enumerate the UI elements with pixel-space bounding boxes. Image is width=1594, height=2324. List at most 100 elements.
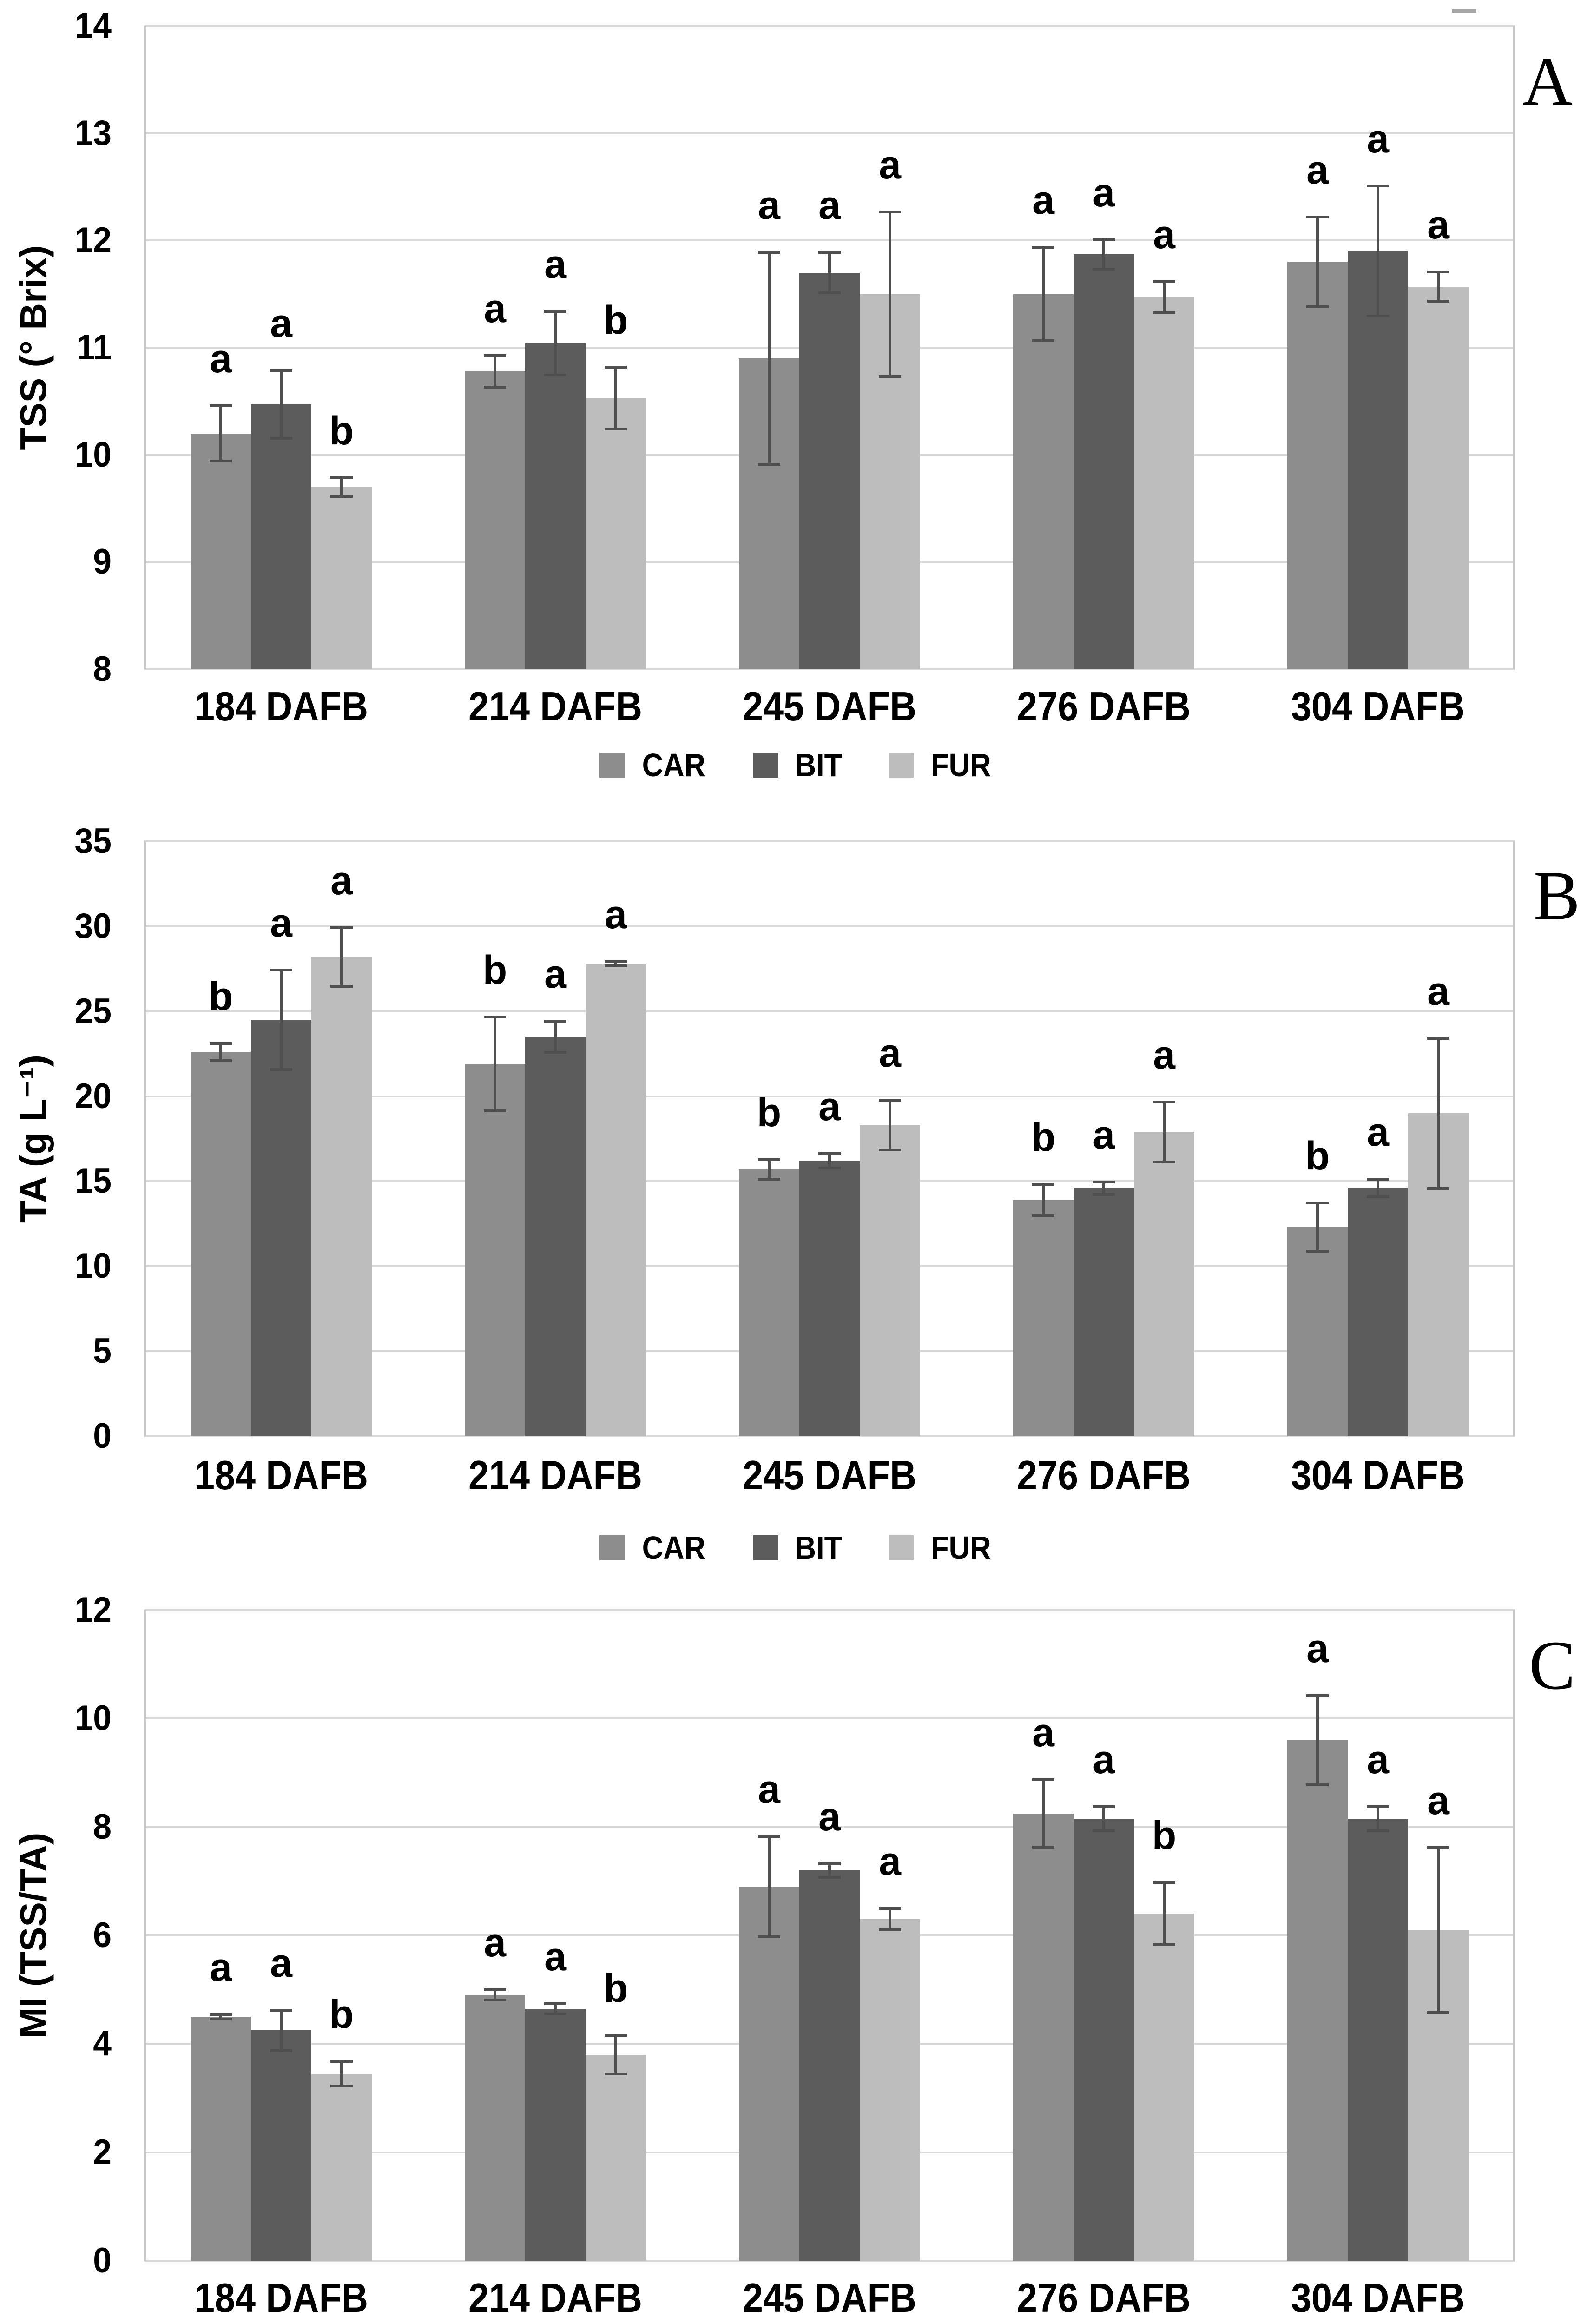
legend-label: CAR xyxy=(642,1529,705,1566)
error-bar-cap xyxy=(818,291,841,294)
legend-entry-fur: FUR xyxy=(889,746,995,784)
error-bar-cap xyxy=(330,926,353,929)
error-bar-cap xyxy=(330,495,353,498)
significance-letter: a xyxy=(544,242,566,287)
error-bar-cap xyxy=(484,1015,506,1018)
significance-letter: a xyxy=(1427,202,1449,247)
significance-letter: a xyxy=(1306,148,1329,193)
bar-car xyxy=(465,1064,525,1436)
error-bar-cap xyxy=(1367,1178,1389,1181)
plot-border-right xyxy=(1513,841,1515,1436)
error-bar-cap xyxy=(270,1068,292,1071)
error-bar-cap xyxy=(818,251,841,254)
plot-border-left xyxy=(144,841,146,1436)
y-axis-tick-label: 9 xyxy=(93,542,112,582)
significance-letter: a xyxy=(818,183,841,228)
error-bar-line xyxy=(1042,245,1045,343)
x-axis-category-label: 304 DAFB xyxy=(1291,2275,1465,2321)
bar-bit xyxy=(525,2008,586,2261)
gridline xyxy=(144,1717,1515,1720)
bar-car xyxy=(1287,262,1348,669)
bar-car xyxy=(191,1052,251,1436)
error-bar-cap xyxy=(1032,245,1054,249)
y-axis-tick-label: 0 xyxy=(93,2241,112,2280)
y-axis-tick-label: 10 xyxy=(74,1698,112,1738)
bar-bit xyxy=(251,404,311,669)
error-bar-cap xyxy=(1093,267,1115,271)
bar-car xyxy=(739,1169,799,1436)
error-bar-cap xyxy=(1367,1805,1389,1808)
error-bar-cap xyxy=(879,1928,901,1931)
error-bar xyxy=(1367,185,1389,318)
error-bar xyxy=(330,476,353,498)
error-bar xyxy=(1153,1100,1175,1164)
x-axis-category-label: 214 DAFB xyxy=(468,683,643,729)
legend-swatch-icon xyxy=(599,752,625,778)
error-bar-cap xyxy=(1153,1943,1175,1947)
error-bar xyxy=(1093,1805,1115,1833)
y-axis-tick-label: 12 xyxy=(74,220,112,260)
error-bar-cap xyxy=(818,1862,841,1865)
error-bar-cap xyxy=(1153,311,1175,315)
error-bar-line xyxy=(1163,1881,1166,1947)
error-bar-cap xyxy=(544,2002,566,2005)
y-axis-tick-label: 2 xyxy=(93,2132,112,2172)
bar-fur xyxy=(311,2073,372,2261)
legend: CAR BIT FUR xyxy=(0,743,1594,787)
error-bar-cap xyxy=(270,437,292,440)
significance-letter: a xyxy=(1032,178,1054,223)
significance-letter: a xyxy=(544,1934,566,1979)
bar-bit xyxy=(799,1161,860,1436)
error-bar-cap xyxy=(758,1835,780,1838)
legend-swatch-icon xyxy=(889,1535,914,1560)
panel-letter: B xyxy=(1533,857,1581,934)
error-bar-line xyxy=(614,366,617,430)
error-bar-line xyxy=(280,969,283,1071)
y-axis-title: TSS (° Brix) xyxy=(13,245,54,450)
error-bar-cap xyxy=(484,1109,506,1113)
error-bar xyxy=(1032,1778,1054,1849)
error-bar-cap xyxy=(1306,1250,1329,1253)
error-bar-cap xyxy=(818,1166,841,1169)
bar-fur xyxy=(586,2054,646,2261)
bar-bit xyxy=(1074,1819,1134,2261)
error-bar-line xyxy=(1102,238,1105,271)
significance-letter: b xyxy=(1031,1115,1056,1160)
significance-letter: a xyxy=(270,1941,292,1986)
significance-letter: a xyxy=(484,286,506,331)
error-bar-cap xyxy=(330,476,353,479)
error-bar-line xyxy=(1163,1100,1166,1164)
error-bar-cap xyxy=(1153,280,1175,283)
error-bar-line xyxy=(494,1988,496,2002)
error-bar xyxy=(1032,245,1054,343)
legend-swatch-icon xyxy=(599,1535,625,1560)
error-bar-cap xyxy=(1032,1846,1054,1849)
error-bar xyxy=(270,2008,292,2052)
bar-bit xyxy=(525,343,586,669)
x-axis-category-label: 304 DAFB xyxy=(1291,1452,1465,1498)
significance-letter: b xyxy=(329,408,354,453)
significance-letter: b xyxy=(329,1992,354,2037)
gridline xyxy=(144,239,1515,242)
plot-border-left xyxy=(144,26,146,669)
legend-label: FUR xyxy=(931,1529,991,1566)
error-bar-line xyxy=(554,2002,557,2015)
error-bar-cap xyxy=(818,1875,841,1879)
significance-letter: b xyxy=(482,947,507,992)
error-bar-cap xyxy=(758,251,780,254)
bar-bit xyxy=(525,1037,586,1436)
gridline xyxy=(144,840,1515,842)
y-axis-title: MI (TSS/TA) xyxy=(13,1832,54,2039)
error-bar xyxy=(1032,1183,1054,1217)
y-axis-tick-label: 12 xyxy=(74,1590,112,1630)
stray-mark xyxy=(1452,9,1476,13)
y-axis-tick-label: 5 xyxy=(93,1331,112,1371)
error-bar-cap xyxy=(544,310,566,313)
significance-letter: a xyxy=(1367,117,1389,162)
bar-fur xyxy=(1408,286,1469,669)
bar-car xyxy=(465,371,525,669)
error-bar xyxy=(210,404,232,462)
error-bar-line xyxy=(889,210,891,378)
bar-car xyxy=(465,1995,525,2261)
significance-letter: a xyxy=(1306,1626,1329,1671)
